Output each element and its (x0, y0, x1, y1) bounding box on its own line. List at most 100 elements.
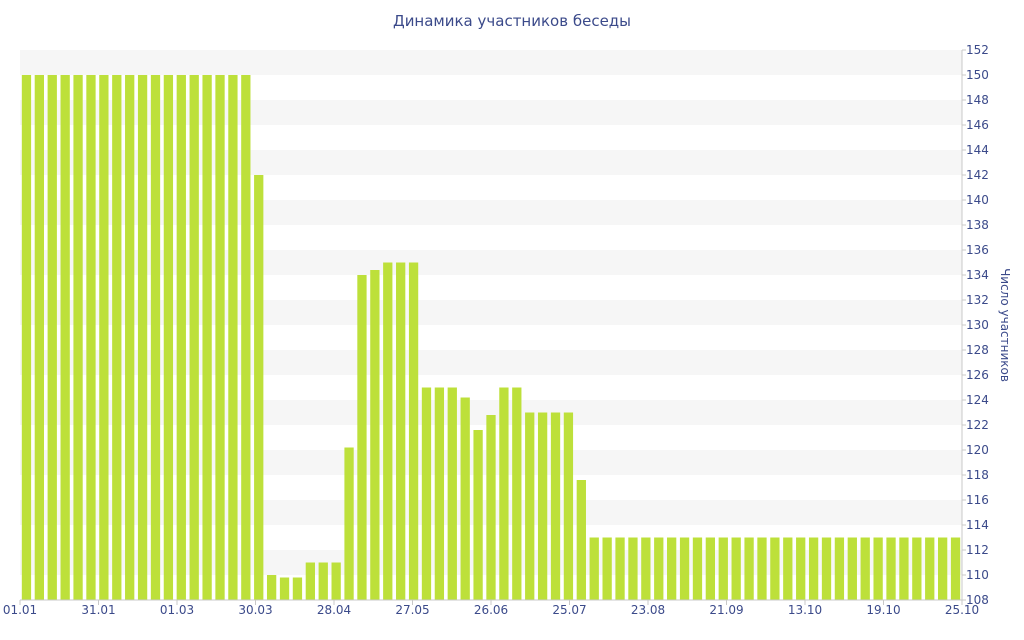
bar[interactable] (757, 538, 766, 601)
bar[interactable] (61, 75, 70, 600)
bar[interactable] (667, 538, 676, 601)
bar[interactable] (861, 538, 870, 601)
bar[interactable] (770, 538, 779, 601)
bar[interactable] (280, 578, 289, 601)
bar[interactable] (809, 538, 818, 601)
y-tick-label: 140 (966, 193, 989, 207)
grid-band (20, 100, 962, 125)
bar[interactable] (602, 538, 611, 601)
bar[interactable] (538, 413, 547, 601)
bar[interactable] (177, 75, 186, 600)
bar[interactable] (86, 75, 95, 600)
bar[interactable] (783, 538, 792, 601)
bar[interactable] (486, 415, 495, 600)
y-tick-label: 130 (966, 318, 989, 332)
bar[interactable] (435, 388, 444, 601)
bar[interactable] (22, 75, 31, 600)
bar[interactable] (835, 538, 844, 601)
y-tick-label: 118 (966, 468, 989, 482)
bar[interactable] (306, 563, 315, 601)
bar[interactable] (628, 538, 637, 601)
x-tick-label: 26.06 (474, 603, 508, 617)
bar[interactable] (512, 388, 521, 601)
bar[interactable] (409, 263, 418, 601)
bar[interactable] (744, 538, 753, 601)
bar[interactable] (73, 75, 82, 600)
bar[interactable] (448, 388, 457, 601)
bar[interactable] (396, 263, 405, 601)
bar[interactable] (912, 538, 921, 601)
bar[interactable] (848, 538, 857, 601)
x-tick-label: 13.10 (788, 603, 822, 617)
bar[interactable] (796, 538, 805, 601)
bar[interactable] (951, 538, 960, 601)
bar[interactable] (422, 388, 431, 601)
bar[interactable] (228, 75, 237, 600)
grid-band (20, 50, 962, 75)
x-tick-label: 01.03 (160, 603, 194, 617)
bar[interactable] (732, 538, 741, 601)
bar[interactable] (35, 75, 44, 600)
bar[interactable] (693, 538, 702, 601)
bar[interactable] (215, 75, 224, 600)
y-tick-label: 152 (966, 43, 989, 57)
x-tick-label: 31.01 (81, 603, 115, 617)
bar[interactable] (499, 388, 508, 601)
bar[interactable] (293, 578, 302, 601)
bar[interactable] (332, 563, 341, 601)
bar[interactable] (473, 430, 482, 600)
bar[interactable] (719, 538, 728, 601)
bar[interactable] (344, 448, 353, 601)
bar[interactable] (925, 538, 934, 601)
y-tick-label: 132 (966, 293, 989, 307)
x-tick-label: 27.05 (395, 603, 429, 617)
x-tick-label: 25.07 (552, 603, 586, 617)
bar[interactable] (590, 538, 599, 601)
y-tick-label: 110 (966, 568, 989, 582)
bar[interactable] (357, 275, 366, 600)
bar[interactable] (551, 413, 560, 601)
x-tick-label: 25.10 (945, 603, 979, 617)
x-tick-label: 28.04 (317, 603, 351, 617)
bar[interactable] (564, 413, 573, 601)
bar[interactable] (99, 75, 108, 600)
bar[interactable] (461, 398, 470, 601)
bar[interactable] (48, 75, 57, 600)
bar[interactable] (899, 538, 908, 601)
grid-band (20, 350, 962, 375)
bar[interactable] (267, 575, 276, 600)
bar[interactable] (125, 75, 134, 600)
y-tick-label: 114 (966, 518, 989, 532)
bar[interactable] (641, 538, 650, 601)
bar[interactable] (164, 75, 173, 600)
x-tick-label: 21.09 (709, 603, 743, 617)
bar[interactable] (202, 75, 211, 600)
y-tick-label: 126 (966, 368, 989, 382)
bar[interactable] (190, 75, 199, 600)
bar[interactable] (112, 75, 121, 600)
bar[interactable] (822, 538, 831, 601)
bar[interactable] (938, 538, 947, 601)
bar[interactable] (138, 75, 147, 600)
bar[interactable] (706, 538, 715, 601)
bar[interactable] (680, 538, 689, 601)
bar[interactable] (525, 413, 534, 601)
bar[interactable] (383, 263, 392, 601)
x-tick-label: 23.08 (631, 603, 665, 617)
x-tick-label: 30.03 (238, 603, 272, 617)
bar[interactable] (886, 538, 895, 601)
y-tick-label: 122 (966, 418, 989, 432)
bar[interactable] (151, 75, 160, 600)
bar[interactable] (241, 75, 250, 600)
bar[interactable] (873, 538, 882, 601)
y-tick-label: 120 (966, 443, 989, 457)
bar[interactable] (254, 175, 263, 600)
bar[interactable] (577, 480, 586, 600)
bar[interactable] (319, 563, 328, 601)
y-axis-ticks: 1081101121141161181201221241261281301321… (962, 43, 989, 607)
x-axis-ticks: 01.01 31.01 01.03 30.03 28.04 27.05 26.06 25.07… (3, 600, 979, 617)
bar[interactable] (370, 270, 379, 600)
bar[interactable] (615, 538, 624, 601)
bar[interactable] (654, 538, 663, 601)
